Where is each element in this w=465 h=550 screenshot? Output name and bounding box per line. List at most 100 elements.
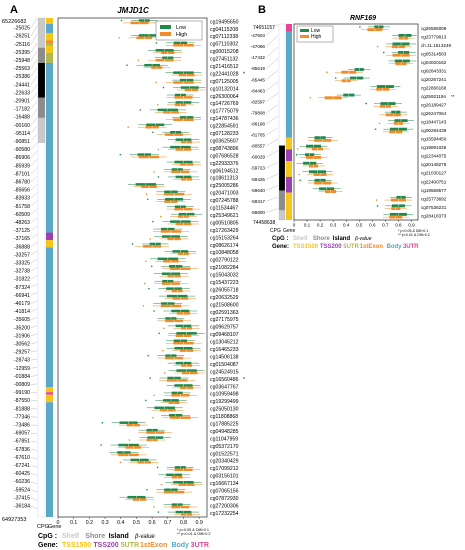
gene-track-segment — [46, 387, 53, 393]
cpg-label: cg04115208 — [210, 27, 238, 33]
cpg-label: cg26585008 — [421, 26, 447, 31]
cpg-label: cg27451132 — [210, 57, 238, 63]
cpg-label: cg25349621 — [210, 213, 239, 219]
cpg-legend-item: Shore — [313, 236, 331, 242]
x-tick-label: 0.7 — [382, 223, 389, 228]
high-outlier — [153, 394, 155, 397]
boxplot-row — [152, 227, 189, 233]
cpg-label: cg25921194 — [421, 94, 446, 99]
panel-a-boxplots — [100, 19, 206, 516]
high-outlier — [142, 305, 145, 307]
coordinate-connector — [30, 367, 38, 369]
high-outlier — [157, 148, 160, 151]
low-outlier — [149, 377, 151, 379]
boxplot-row — [119, 458, 159, 464]
cpg-label: cg19495650 — [210, 19, 239, 25]
boxplot-row — [101, 421, 148, 427]
cpg-track-segment — [37, 47, 46, 64]
coordinate-label: -25948 — [14, 58, 30, 64]
cpg-label: cg07245788 — [210, 198, 239, 204]
coordinate-connector — [30, 76, 38, 85]
boxplot-row — [153, 167, 198, 174]
boxplot-row — [157, 145, 200, 152]
cpg-label: cg09629757 — [210, 325, 239, 331]
low-outlier — [119, 153, 122, 156]
coordinate-connector — [30, 134, 38, 142]
boxplot-row — [158, 473, 191, 479]
cpg-label: cg08626174 — [210, 243, 239, 249]
coordinate-label: -59425 — [251, 177, 266, 182]
boxplot-row — [157, 510, 200, 516]
coordinate-connector — [30, 457, 38, 459]
gene-legend-item: TSS1500 — [293, 244, 319, 250]
boxplot-row — [156, 100, 200, 107]
coordinate-label: -60425 — [14, 471, 30, 477]
coordinate-connector — [30, 350, 38, 353]
coordinate-label: -59524 — [14, 487, 30, 493]
coordinate-connector — [30, 167, 38, 174]
coordinate-connector — [265, 162, 279, 169]
coordinate-connector — [30, 34, 38, 45]
coordinate-label: -90851 — [14, 139, 30, 145]
gene-track-segment — [46, 240, 53, 248]
cpg-label: cg25773692 — [421, 196, 447, 201]
low-outlier — [147, 354, 149, 357]
cpg-label: cg20632529 — [210, 295, 239, 301]
coordinate-connector — [30, 259, 38, 264]
gene-legend-item: Body — [387, 244, 403, 250]
coordinate-connector — [30, 333, 38, 336]
x-tick-label: 0.8 — [395, 223, 402, 228]
boxplot-row — [166, 160, 202, 166]
coordinate-label: -86198 — [251, 122, 266, 127]
cpg-label: cg18611313 — [210, 176, 238, 182]
coordinate-connector — [30, 284, 38, 288]
coordinate-connector — [30, 489, 38, 493]
coordinate-label: -00160 — [14, 123, 30, 129]
panel-a-gene-axis-label: Gene — [48, 524, 61, 530]
boxplot-row — [296, 161, 325, 168]
boxplot-row — [299, 178, 338, 185]
low-outlier — [148, 287, 150, 290]
boxplot-row — [145, 398, 188, 405]
boxplot-row — [163, 324, 200, 330]
low-outlier — [150, 265, 153, 268]
coordinate-connector — [265, 81, 279, 91]
gene-track-segment — [46, 62, 53, 233]
coordinate-label: -82597 — [251, 99, 266, 104]
coordinate-label: -37165 — [14, 236, 30, 242]
boxplot-row — [165, 339, 202, 345]
cpg-label: cg07112338 — [210, 34, 238, 40]
boxplot-row — [155, 78, 202, 84]
cpg-label: cg25050130 — [210, 407, 239, 413]
panel-a-sig-note-2: ** p<0.01 & Diff>0.2 — [177, 532, 211, 536]
cpg-label: cg10959498 — [210, 392, 239, 398]
x-tick-label: 0.2 — [317, 223, 324, 228]
cpg-label: cg09468107 — [210, 332, 239, 338]
x-tick-label: 0 — [293, 223, 296, 228]
cpg-label: cg03647767 — [210, 384, 239, 390]
coordinate-connector — [265, 35, 279, 47]
coordinate-label: -60029 — [251, 155, 266, 160]
coordinate-label: -59640 — [251, 188, 266, 193]
panel-b-cpg-labels: cg26585008 cg23779813 ch.11.1613249 cg05314… — [421, 26, 455, 218]
coordinate-connector — [30, 150, 38, 158]
cpg-label: cg14787436 — [210, 116, 239, 122]
boxplot-row — [307, 135, 338, 143]
cpg-label: cg20471003 — [210, 191, 239, 197]
cpg-label: cg19299499 — [210, 399, 239, 405]
boxplot-row — [138, 428, 173, 435]
coordinate-label: -29257 — [14, 350, 30, 356]
cpg-label: cg17232254 — [210, 511, 239, 517]
coordinate-connector — [265, 104, 279, 114]
boxplot-row — [159, 294, 197, 300]
coordinate-connector — [265, 46, 279, 58]
coordinate-label: -25025 — [14, 26, 30, 32]
coordinate-label: -22633 — [14, 90, 30, 96]
coordinate-label: -17182 — [14, 107, 30, 113]
coordinate-label: -48263 — [14, 220, 30, 226]
boxplot-row — [161, 346, 202, 353]
cpg-label: cg21030127 — [421, 171, 447, 176]
cpg-label: cg10132014 — [210, 86, 239, 92]
panel-b-x-axis-label: β-value — [354, 236, 372, 242]
cpg-label: cg27200306 — [210, 503, 239, 509]
